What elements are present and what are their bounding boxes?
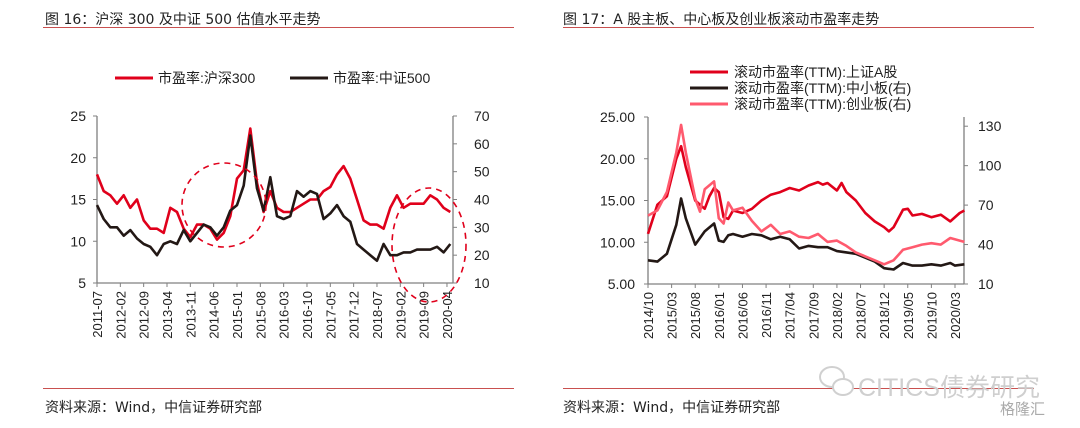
x-tick-label: 2017/04 (783, 292, 798, 339)
y-tick-label-left: 25.00 (600, 109, 635, 125)
y-tick-label-right: 50 (474, 164, 490, 180)
x-tick-label: 2015-08 (253, 291, 268, 339)
y-tick-label-right: 70 (978, 197, 994, 213)
x-tick-label: 2016-10 (300, 291, 315, 339)
y-tick-label-left: 15.00 (600, 193, 635, 209)
x-tick-label: 2019/10 (924, 292, 939, 339)
y-tick-label-right: 20 (474, 247, 490, 263)
x-tick-label: 2015/03 (665, 292, 680, 339)
series-line-2 (647, 123, 965, 266)
y-tick-label-right: 30 (474, 219, 490, 235)
series-line-1 (647, 197, 965, 271)
x-tick-label: 2018/02 (830, 292, 845, 339)
y-tick-label-left: 10 (70, 233, 86, 249)
x-tick-label: 2019-09 (417, 291, 432, 339)
y-tick-label-right: 10 (474, 275, 490, 291)
x-tick-label: 2013-04 (160, 291, 175, 339)
y-tick-label-right: 60 (474, 136, 490, 152)
series-line-0 (646, 144, 966, 235)
x-tick-label: 2019-02 (393, 291, 408, 339)
x-tick-label: 2020/03 (948, 292, 963, 339)
y-tick-label-right: 10 (978, 276, 994, 292)
figure-17-title: 图 17：A 股主板、中心板及创业板滚动市盈率走势 (563, 12, 880, 28)
legend-label: 滚动市盈率(TTM):上证A股 (734, 64, 897, 80)
x-tick-label: 2015-01 (230, 291, 245, 339)
x-tick-label: 2020-04 (440, 291, 455, 339)
x-tick-label: 2012-09 (137, 291, 152, 339)
x-tick-label: 2014-06 (207, 291, 222, 339)
footer-divider (43, 388, 514, 389)
x-tick-label: 2019/05 (901, 292, 916, 339)
y-tick-label-left: 25 (70, 108, 86, 124)
x-tick-label: 2015/08 (688, 292, 703, 339)
x-tick-label: 2016/06 (735, 292, 750, 339)
x-tick-label: 2011-07 (90, 291, 105, 338)
y-tick-label-left: 10.00 (600, 234, 635, 250)
x-tick-label: 2016/01 (712, 292, 727, 339)
figure-16-source: 资料来源：Wind，中信证券研究部 (45, 400, 263, 416)
x-tick-label: 2018-07 (370, 291, 385, 339)
y-tick-label-right: 100 (978, 158, 1002, 174)
figure-17-source: 资料来源：Wind，中信证券研究部 (563, 400, 781, 416)
highlight-circle (181, 162, 267, 248)
x-tick-label: 2013-11 (183, 291, 198, 338)
highlight-circle (391, 187, 467, 303)
watermark-text: CITICS债券研究 (858, 374, 1040, 402)
x-tick-label: 2018/07 (854, 292, 869, 339)
wechat-icon (819, 366, 854, 396)
x-tick-label: 2018/12 (877, 292, 892, 339)
x-tick-label: 2017-12 (347, 291, 362, 339)
x-tick-label: 2016/11 (759, 292, 774, 338)
legend-label: 滚动市盈率(TTM):中小板(右) (734, 80, 911, 96)
title-divider (43, 27, 514, 28)
x-tick-label: 2016-03 (277, 291, 292, 339)
legend-label: 滚动市盈率(TTM):创业板(右) (734, 96, 911, 112)
y-tick-label-right: 40 (474, 192, 490, 208)
y-tick-label-right: 70 (474, 108, 490, 124)
y-tick-label-left: 20 (70, 150, 86, 166)
figure-16-title: 图 16：沪深 300 及中证 500 估值水平走势 (45, 12, 321, 28)
legend-label: 市盈率:沪深300 (158, 70, 255, 86)
y-tick-label-left: 20.00 (600, 151, 635, 167)
x-tick-label: 2017-05 (323, 291, 338, 339)
y-tick-label-right: 40 (978, 237, 994, 253)
legend-label: 市盈率:中证500 (333, 70, 430, 86)
y-tick-label-left: 5 (78, 275, 86, 291)
x-tick-label: 2014/10 (641, 292, 656, 339)
footer-divider (563, 388, 1034, 389)
y-tick-label-left: 15 (70, 192, 86, 208)
title-divider (563, 27, 1034, 28)
gelonghui-logo: 格隆汇 (1000, 400, 1046, 418)
x-tick-label: 2017/09 (806, 292, 821, 339)
x-tick-label: 2012-02 (113, 291, 128, 339)
series-line-1 (95, 134, 452, 263)
series-line-0 (95, 127, 451, 241)
y-tick-label-left: 5.00 (608, 276, 635, 292)
y-tick-label-right: 130 (978, 118, 1002, 134)
